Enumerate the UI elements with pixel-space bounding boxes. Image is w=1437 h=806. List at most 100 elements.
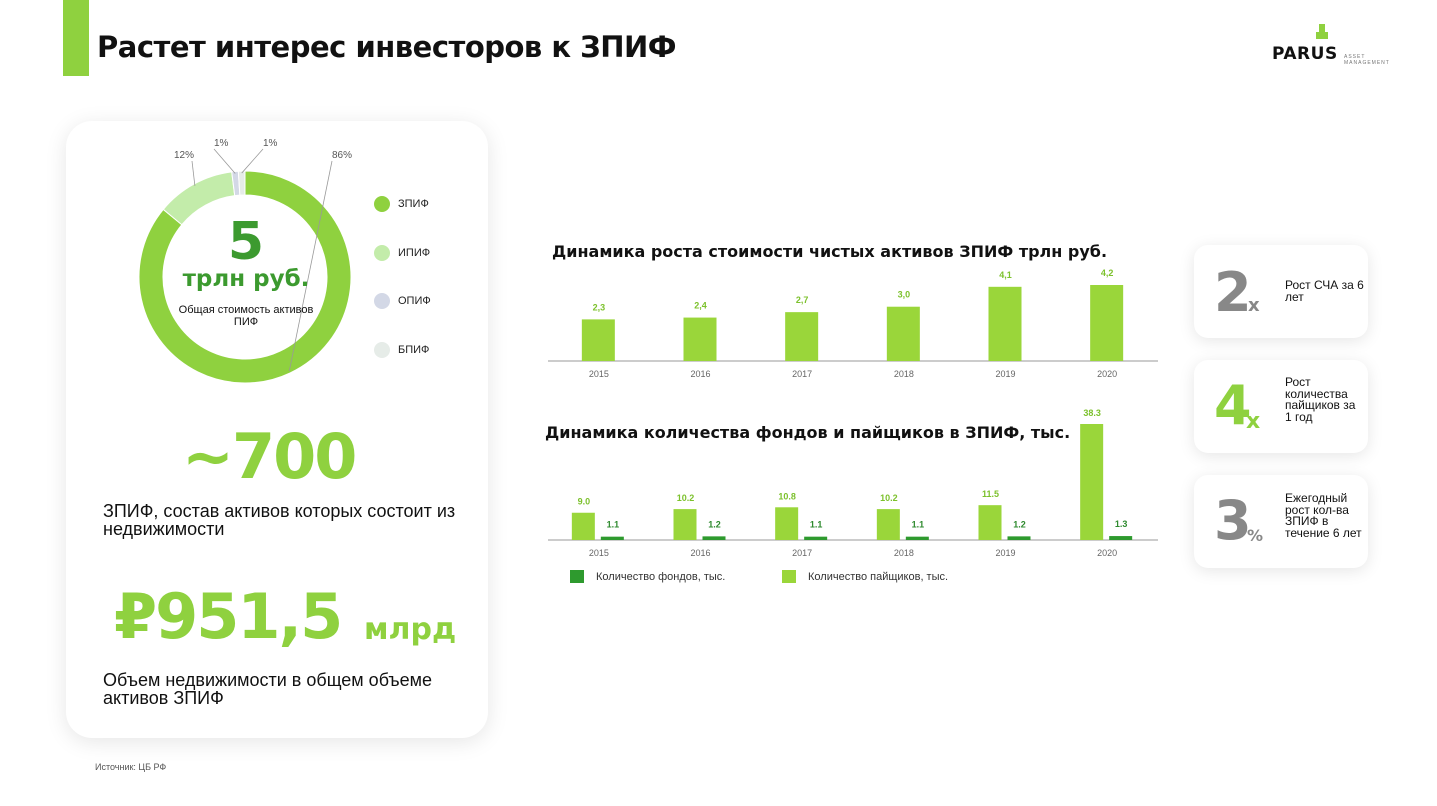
stat-card-investors-growth: 4 х Рост количества пайщиков за 1 год <box>1194 360 1368 453</box>
chart-investors-bar <box>571 512 595 540</box>
legend-item-zpif: ЗПИФ <box>374 195 429 213</box>
donut-slice-label: 12% <box>174 150 194 161</box>
chart-funds-tick-label: 2020 <box>1097 548 1117 558</box>
chart-funds-tick-label: 2015 <box>589 548 609 558</box>
donut-slice-label: 1% <box>263 138 278 149</box>
legend-dot-icon <box>374 342 390 358</box>
donut-slice-1 <box>138 170 352 384</box>
stat-value: 3 <box>1214 489 1252 552</box>
funds-count-description: ЗПИФ, состав активов которых состоит из … <box>103 501 456 539</box>
accent-bar <box>63 0 89 76</box>
funds-count-value: ~700 <box>182 420 357 493</box>
donut-leader-line <box>288 160 333 372</box>
page-title: Растет интерес инвесторов к ЗПИФ <box>97 30 677 64</box>
chart-funds-data-label: 1.1 <box>810 520 823 530</box>
chart-nav-bar <box>1090 285 1124 361</box>
chart-nav-bar <box>785 312 819 361</box>
stat-suffix: % <box>1247 526 1264 545</box>
chart-nav-tick-label: 2020 <box>1097 369 1117 379</box>
stat-text: Рост СЧА за 6 лет <box>1285 278 1364 304</box>
chart-investors-bar <box>876 509 900 540</box>
stat-card-annual-growth: 3 % Ежегодный рост кол-ва ЗПИФ в течение… <box>1194 475 1368 568</box>
chart-nav-title: Динамика роста стоимости чистых активов … <box>552 242 1108 261</box>
legend-investors: Количество пайщиков, тыс. <box>782 570 948 583</box>
chart-nav-data-label: 2,7 <box>796 295 809 305</box>
legend-item-bpif: БПИФ <box>374 341 429 359</box>
logo-text: PARUS <box>1272 44 1338 64</box>
legend-swatch-icon <box>570 570 584 583</box>
chart-nav-bar <box>581 319 615 361</box>
chart-investors-data-label: 9.0 <box>578 497 591 507</box>
donut-chart: 86% 12% 1% 1% <box>138 138 352 384</box>
donut-caption: Общая стоимость активов ПИФ <box>178 304 314 328</box>
donut-slice-label: 1% <box>214 138 229 149</box>
legend-dot-icon <box>374 245 390 261</box>
real-estate-unit: млрд <box>364 612 457 647</box>
real-estate-description: Объем недвижимости в общем объеме активо… <box>103 670 433 708</box>
real-estate-value: ₽951,5 <box>114 580 343 653</box>
legend-label: ОПИФ <box>398 295 431 307</box>
stat-value: 4 <box>1214 374 1252 437</box>
donut-slice-4 <box>237 170 246 196</box>
chart-funds-title: Динамика количества фондов и пайщиков в … <box>545 423 1071 442</box>
legend-label: Количество фондов, тыс. <box>596 570 726 583</box>
donut-center-value: 5 <box>227 212 265 272</box>
logo-subtext: ASSET MANAGEMENT <box>1344 54 1390 66</box>
stat-text: Рост количества пайщиков за 1 год <box>1285 375 1356 424</box>
chart-nav-tick-label: 2015 <box>589 369 609 379</box>
legend-swatch-icon <box>782 570 796 583</box>
chart-funds-bar <box>702 536 726 540</box>
chart-funds-data-label: 1.1 <box>607 520 620 530</box>
chart-investors-data-label: 11.5 <box>982 489 999 499</box>
chart-nav-bar <box>886 306 920 361</box>
chart-nav-data-label: 2,3 <box>593 302 606 312</box>
chart-funds-bar <box>905 536 929 540</box>
chart-funds-bar <box>1109 536 1133 540</box>
chart-nav-data-label: 4,2 <box>1101 268 1114 278</box>
stat-text: Ежегодный рост кол-ва ЗПИФ в течение 6 л… <box>1285 491 1362 540</box>
chart-funds-tick-label: 2016 <box>690 548 710 558</box>
legend-label: ИПИФ <box>398 247 431 259</box>
chart-funds-tick-label: 2017 <box>792 548 812 558</box>
legend-dot-icon <box>374 293 390 309</box>
legend-label: ЗПИФ <box>398 198 429 210</box>
stat-card-nav-growth: 2 х Рост СЧА за 6 лет <box>1194 245 1368 338</box>
legend-item-ipif: ИПИФ <box>374 244 430 262</box>
chart-nav-tick-label: 2018 <box>894 369 914 379</box>
legend-label: БПИФ <box>398 344 430 356</box>
chart-nav-data-label: 3,0 <box>898 290 911 300</box>
legend-dot-icon <box>374 196 390 212</box>
legend-item-opif: ОПИФ <box>374 292 431 310</box>
legend-label: Количество пайщиков, тыс. <box>808 570 949 583</box>
chart-funds-data-label: 1.1 <box>912 520 925 530</box>
chart-investors-data-label: 10.8 <box>778 491 796 501</box>
donut-leader-line <box>241 148 264 174</box>
stat-suffix: х <box>1246 409 1261 434</box>
chart-nav-bar <box>683 317 717 361</box>
summary-card <box>66 121 488 738</box>
source-note: Источник: ЦБ РФ <box>95 762 167 772</box>
donut-leader-line <box>213 148 236 174</box>
chart-funds-bar <box>1007 536 1031 540</box>
legend-funds: Количество фондов, тыс. <box>570 570 725 583</box>
chart-funds-data-label: 1.2 <box>1013 519 1026 529</box>
chart-investors-bar <box>775 507 799 540</box>
chart-nav-tick-label: 2016 <box>690 369 710 379</box>
stat-suffix: х <box>1248 295 1260 316</box>
chart-investors-bar <box>978 505 1002 540</box>
chart-nav-data-label: 2,4 <box>694 301 707 311</box>
chart-funds-tick-label: 2019 <box>995 548 1015 558</box>
chart-investors-bar <box>673 509 697 540</box>
chart-investors-bar <box>1080 424 1104 540</box>
company-logo[interactable]: PARUS ASSET MANAGEMENT <box>1272 24 1392 66</box>
chart-nav-data-label: 4,1 <box>999 270 1012 280</box>
chart-funds-data-label: 1.2 <box>708 519 721 529</box>
donut-slice-label: 86% <box>332 150 352 161</box>
chart-funds-bar <box>804 536 828 540</box>
chart-funds-tick-label: 2018 <box>894 548 914 558</box>
chart-funds-bar <box>600 536 624 540</box>
chart-nav-bar <box>988 286 1022 361</box>
donut-center-unit: трлн руб. <box>182 266 310 292</box>
chart-nav-tick-label: 2017 <box>792 369 812 379</box>
chart-investors-data-label: 10.2 <box>677 493 695 503</box>
